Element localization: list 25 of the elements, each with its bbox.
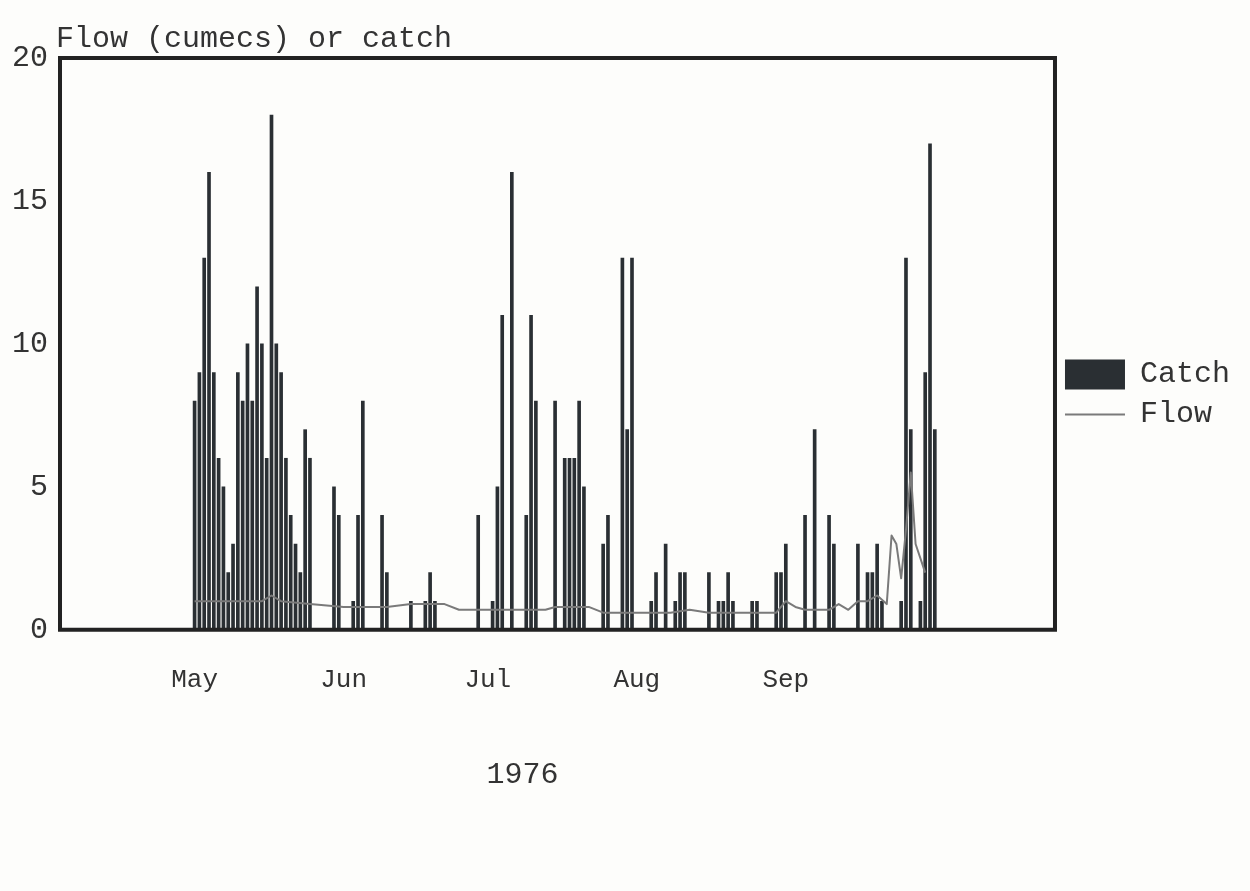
y-tick-label: 0 (29, 612, 49, 647)
bar (500, 314, 505, 630)
y-tick-label: 5 (29, 469, 49, 504)
x-tick-label: Jul (464, 665, 512, 696)
bar (562, 457, 567, 630)
bar (774, 572, 779, 630)
legend-label: Catch (1139, 357, 1230, 392)
y-tick-label: 15 (11, 183, 49, 218)
x-axis-title: 1976 (486, 757, 559, 792)
x-tick-label: Sep (762, 665, 810, 696)
y-axis-title: Flow (cumecs) or catch (56, 21, 453, 56)
bar (803, 515, 807, 630)
x-tick-label: May (171, 665, 218, 696)
x-tick-label: Jun (320, 665, 368, 696)
legend-label: Flow (1139, 397, 1212, 432)
bar (553, 400, 557, 630)
bar (707, 572, 711, 630)
y-tick-label: 10 (11, 326, 49, 361)
bar (409, 600, 413, 630)
bar (510, 172, 514, 630)
bar (856, 543, 860, 630)
x-tick-label: Aug (613, 665, 661, 696)
bar (476, 515, 481, 630)
bar (783, 543, 788, 630)
y-tick-label: 20 (11, 40, 49, 75)
